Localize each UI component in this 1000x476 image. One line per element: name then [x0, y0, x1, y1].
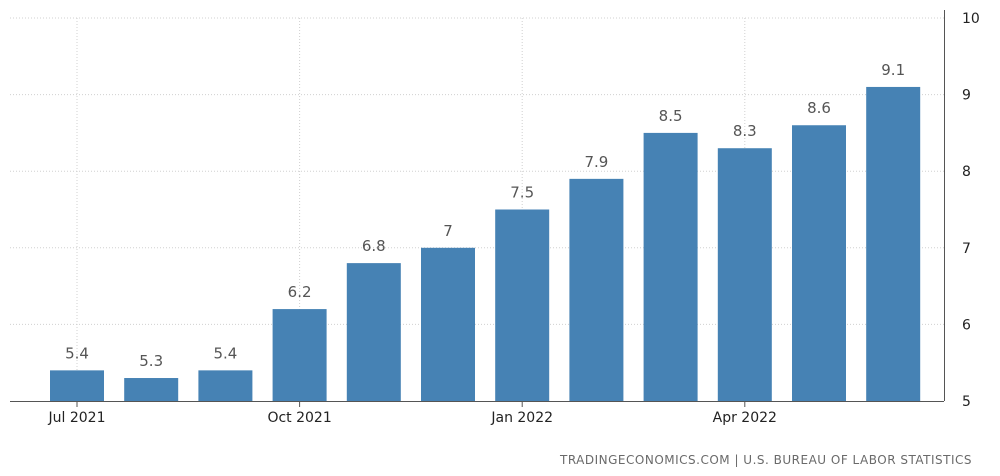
y-tick-label: 8 [962, 164, 971, 180]
bar-value-label: 8.6 [807, 99, 831, 117]
bar-value-label: 5.4 [65, 344, 89, 362]
x-tick-label: Jan 2022 [490, 410, 553, 426]
bar [198, 370, 253, 401]
bar [717, 148, 772, 401]
gridlines [10, 17, 944, 401]
bar [124, 378, 179, 401]
bar [495, 209, 550, 401]
y-tick-label: 9 [962, 88, 971, 104]
bar [569, 178, 624, 401]
bar [50, 370, 104, 401]
y-axis: 5 6 7 8 9 10 [944, 10, 980, 410]
bar-value-label: 5.4 [213, 344, 237, 362]
bar [421, 247, 475, 401]
y-tick-label: 10 [962, 11, 980, 27]
y-tick-label: 7 [962, 241, 971, 257]
y-tick-label: 6 [962, 317, 971, 333]
data-labels: 5.4 5.3 5.4 6.2 6.8 7 7.5 7.9 8.5 8.3 8.6 9.1 [65, 61, 905, 370]
bar-value-label: 8.5 [659, 107, 683, 125]
bars [50, 86, 921, 402]
bar [643, 132, 698, 401]
bar [792, 125, 846, 402]
x-tick-label: Apr 2022 [713, 410, 777, 426]
bar-value-label: 7.5 [510, 184, 534, 202]
y-tick-label: 5 [962, 394, 971, 410]
bar-value-label: 7 [443, 222, 453, 240]
bar [272, 309, 327, 401]
x-tick-label: Oct 2021 [267, 410, 331, 426]
bar-value-label: 8.3 [733, 122, 757, 140]
bar-value-label: 6.2 [288, 283, 312, 301]
bar-value-label: 9.1 [881, 61, 905, 79]
bar-value-label: 6.8 [362, 237, 386, 255]
bar [346, 263, 401, 401]
bar [866, 86, 921, 401]
source-attribution: TRADINGECONOMICS.COM | U.S. BUREAU OF LA… [559, 453, 972, 467]
bar-value-label: 5.3 [139, 352, 163, 370]
x-tick-label: Jul 2021 [48, 410, 106, 426]
x-axis: Jul 2021 Oct 2021 Jan 2022 Apr 2022 [10, 401, 944, 426]
bar-value-label: 7.9 [584, 153, 608, 171]
